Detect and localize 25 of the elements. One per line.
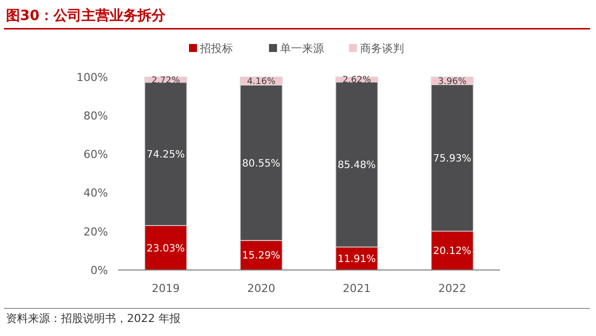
data-label: 3.96% — [438, 76, 467, 87]
data-label: 15.29% — [242, 250, 280, 262]
data-label: 74.25% — [146, 149, 185, 160]
text: 资料来源：招股说明书，2022 年报 — [6, 312, 180, 325]
data-label: 75.93% — [433, 153, 472, 164]
chart-title: 图30：公司主营业务拆分 — [6, 7, 166, 24]
y-tick-label: 80% — [84, 109, 108, 122]
data-label: 4.16% — [246, 77, 276, 88]
y-tick-label: 40% — [84, 186, 108, 200]
y-tick-label: 0% — [90, 264, 108, 277]
x-tick-label: 2021 — [342, 282, 371, 295]
y-tick-label: 100% — [76, 70, 108, 84]
data-label: 80.55% — [242, 158, 280, 170]
legend-label: 商务谈判 — [360, 42, 404, 55]
data-label: 11.91% — [338, 254, 376, 266]
x-tick-label: 2022 — [438, 282, 466, 295]
data-label: 23.03% — [146, 243, 185, 254]
y-tick-label: 60% — [84, 148, 108, 162]
legend-label: 招投标 — [199, 42, 233, 55]
x-tick-label: 2019 — [152, 282, 180, 295]
x-tick-label: 2020 — [247, 282, 276, 295]
data-label: 85.48% — [338, 160, 376, 172]
y-tick-label: 20% — [84, 225, 108, 238]
data-label: 20.12% — [433, 246, 472, 258]
legend-label: 单一来源 — [280, 42, 324, 55]
